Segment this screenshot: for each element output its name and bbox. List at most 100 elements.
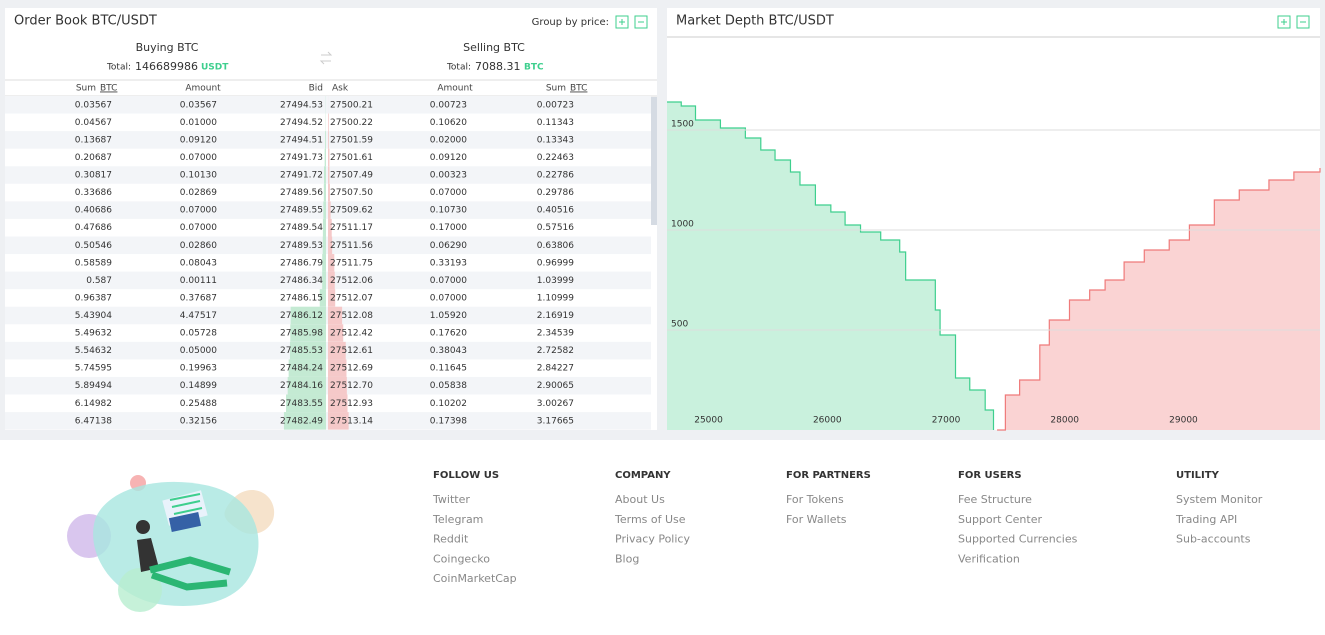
cell: 0.47686 <box>75 223 112 233</box>
bid-depth-bar <box>324 184 326 202</box>
cell: 0.96999 <box>537 258 574 268</box>
cell: 0.02869 <box>180 188 217 198</box>
cell: 1.03999 <box>537 276 574 286</box>
cell: 0.07000 <box>180 223 217 233</box>
selling-currency: BTC <box>524 63 544 73</box>
cell: 1.05920 <box>430 311 467 321</box>
cell: 0.13343 <box>537 135 574 145</box>
cell: 0.17620 <box>430 329 467 339</box>
x-tick-label: 29000 <box>1169 416 1198 426</box>
column-header: Bid <box>309 84 323 94</box>
cell: 27484.24 <box>280 364 323 374</box>
cell: 0.05000 <box>180 346 217 356</box>
cell: 0.00723 <box>430 100 467 110</box>
footer-link[interactable]: About Us <box>615 493 665 506</box>
footer-link[interactable]: Support Center <box>958 513 1042 526</box>
column-header: Amount <box>185 84 221 94</box>
cell: 27494.51 <box>280 135 323 145</box>
cell: 5.54632 <box>75 346 112 356</box>
cell: 5.74595 <box>75 364 112 374</box>
footer-heading: UTILITY <box>1176 470 1220 481</box>
cell: 0.00323 <box>430 171 467 181</box>
buying-heading: Buying BTC <box>136 41 199 54</box>
x-tick-label: 25000 <box>694 416 723 426</box>
cell: 0.03567 <box>180 100 217 110</box>
cell: 3.17665 <box>537 416 574 426</box>
cell: 27494.52 <box>280 118 323 128</box>
selling-heading: Selling BTC <box>463 41 525 54</box>
cell: 0.05728 <box>180 329 217 339</box>
bid-depth-bar <box>324 166 326 184</box>
cell: 0.38043 <box>430 346 467 356</box>
footer-link[interactable]: Blog <box>615 552 639 565</box>
buying-total: 146689986 <box>135 60 198 73</box>
footer-heading: FOR USERS <box>958 470 1022 481</box>
scrollbar[interactable] <box>651 97 657 225</box>
cell: 0.40686 <box>75 206 112 216</box>
bid-depth-bar <box>323 201 326 219</box>
selling-total-label: Total: <box>446 63 471 73</box>
cell: 0.03567 <box>75 100 112 110</box>
footer-link[interactable]: Supported Currencies <box>958 533 1078 546</box>
footer-link[interactable]: Reddit <box>433 533 469 546</box>
cell: 3.00267 <box>537 399 574 409</box>
cell: 27489.55 <box>280 206 323 216</box>
footer-link[interactable]: Coingecko <box>433 552 490 565</box>
bid-depth-bar <box>325 131 326 149</box>
cell: 27512.08 <box>330 311 373 321</box>
footer-link[interactable]: Terms of Use <box>614 513 686 526</box>
bid-depth-bar <box>323 219 326 237</box>
footer-heading: FOLLOW US <box>433 470 499 481</box>
ask-depth-bar <box>328 114 329 132</box>
cell: 2.90065 <box>537 381 574 391</box>
cell: 27513.14 <box>330 416 373 426</box>
cell: 27512.06 <box>330 276 373 286</box>
cell: 0.10130 <box>180 171 217 181</box>
cell: 27494.53 <box>280 100 323 110</box>
cell: 27486.15 <box>280 293 323 303</box>
cell: 27484.16 <box>280 381 323 391</box>
footer-link[interactable]: Verification <box>958 552 1020 565</box>
y-tick-label: 500 <box>671 320 688 330</box>
cell: 0.09120 <box>430 153 467 163</box>
footer-link[interactable]: Privacy Policy <box>615 533 690 546</box>
selling-total: 7088.31 <box>475 60 521 73</box>
footer-link[interactable]: Telegram <box>432 513 483 526</box>
cell: 27512.93 <box>330 399 373 409</box>
cell: 0.32156 <box>180 416 217 426</box>
footer-link[interactable]: Fee Structure <box>958 493 1032 506</box>
cell: 2.84227 <box>537 364 574 374</box>
column-header: Sum <box>546 84 566 94</box>
cell: 27486.79 <box>280 258 323 268</box>
footer-link[interactable]: For Tokens <box>786 493 844 506</box>
cell: 27507.49 <box>330 171 373 181</box>
cell: 0.06290 <box>430 241 467 251</box>
footer-illustration <box>67 475 274 612</box>
bid-depth-bar <box>325 149 326 167</box>
order-book-title: Order Book BTC/USDT <box>14 14 157 29</box>
footer-link[interactable]: For Wallets <box>786 513 847 526</box>
cell: 27486.34 <box>280 276 323 286</box>
footer-link[interactable]: System Monitor <box>1176 493 1263 506</box>
cell: 27485.98 <box>280 329 323 339</box>
cell: 0.14899 <box>180 381 217 391</box>
cell: 0.07000 <box>180 153 217 163</box>
cell: 0.30817 <box>75 171 112 181</box>
cell: 27512.42 <box>330 329 373 339</box>
x-tick-label: 26000 <box>813 416 842 426</box>
cell: 6.47138 <box>75 416 112 426</box>
footer-link[interactable]: CoinMarketCap <box>433 572 517 585</box>
footer-link[interactable]: Trading API <box>1175 513 1237 526</box>
cell: 0.50546 <box>75 241 112 251</box>
footer-link[interactable]: Twitter <box>432 493 470 506</box>
cell: 27501.61 <box>330 153 373 163</box>
column-header: Ask <box>332 84 349 94</box>
cell: 0.10730 <box>430 206 467 216</box>
cell: 5.49632 <box>75 329 112 339</box>
cell: 0.01000 <box>180 118 217 128</box>
cell: 0.40516 <box>537 206 574 216</box>
cell: 27507.50 <box>330 188 373 198</box>
cell: 0.00723 <box>537 100 574 110</box>
y-tick-label: 1500 <box>671 120 694 130</box>
footer-link[interactable]: Sub-accounts <box>1176 533 1251 546</box>
